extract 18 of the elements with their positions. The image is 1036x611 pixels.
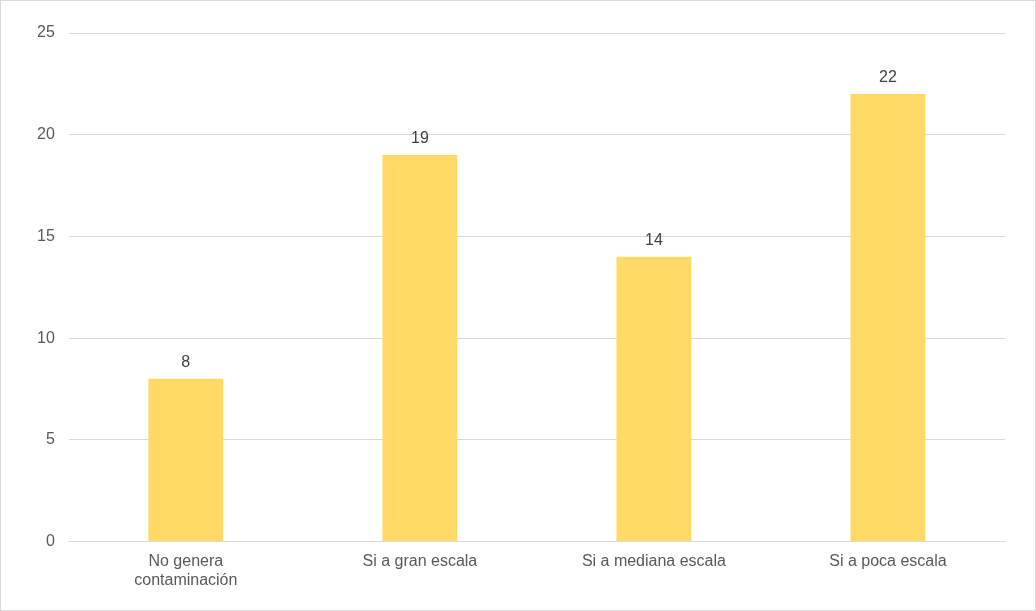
data-label: 14: [645, 231, 663, 249]
x-tick-label: Si a gran escala: [362, 551, 478, 569]
y-tick-label: 20: [37, 125, 55, 143]
y-tick-label: 25: [37, 23, 55, 41]
bar: [148, 378, 224, 542]
bar: [850, 94, 926, 542]
x-tick-label: Si a mediana escala: [581, 551, 727, 569]
data-label: 22: [879, 68, 897, 86]
bar: [616, 256, 692, 542]
x-tick-label: No genera contaminación: [134, 551, 238, 588]
bar: [382, 155, 458, 542]
data-label: 19: [410, 129, 429, 147]
y-tick-label: 15: [37, 226, 55, 244]
x-tick-label: Si a poca escala: [829, 551, 947, 569]
y-tick-label: 5: [45, 430, 55, 448]
y-tick-label: 0: [45, 532, 55, 550]
y-tick-label: 10: [37, 328, 55, 346]
data-label: 8: [181, 353, 191, 371]
